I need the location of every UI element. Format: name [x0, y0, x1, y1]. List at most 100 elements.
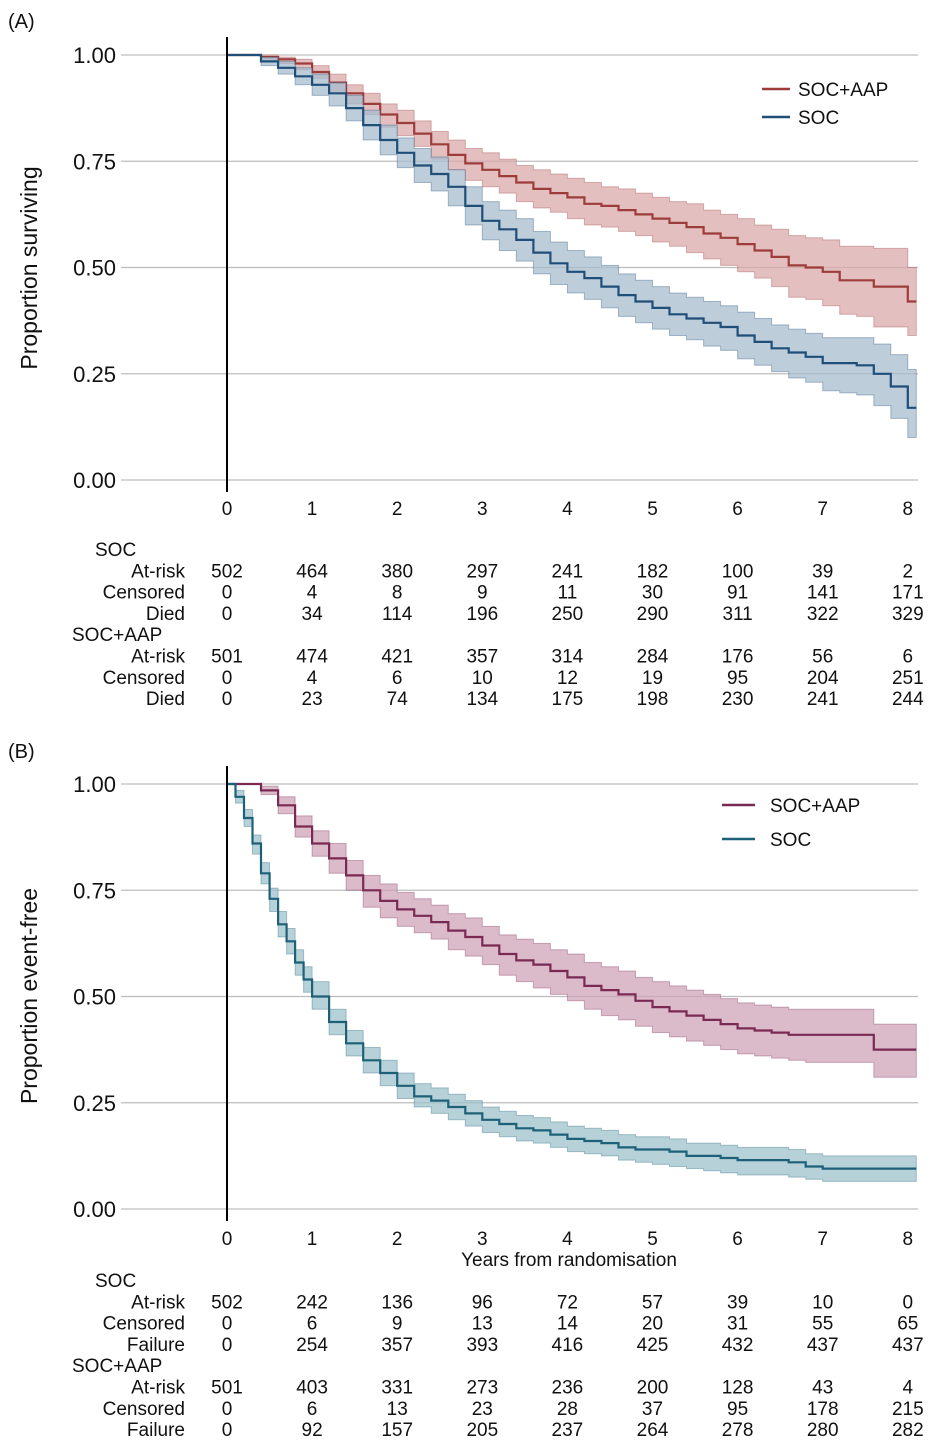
- risk-table-cell: 175: [552, 689, 584, 710]
- risk-table-row-label: At-risk: [131, 561, 185, 582]
- risk-table-cell: 100: [722, 561, 754, 582]
- y-tick-label: 0.00: [73, 1197, 116, 1222]
- y-tick-label: 0.25: [73, 1091, 116, 1116]
- risk-table-cell: 182: [637, 561, 669, 582]
- risk-table-cell: 437: [892, 1335, 924, 1356]
- risk-table-cell: 141: [807, 583, 839, 604]
- risk-table-cell: 502: [211, 561, 243, 582]
- risk-table-cell: 0: [222, 689, 233, 710]
- x-tick-label: 6: [732, 1229, 743, 1250]
- y-tick-label: 0.25: [73, 362, 116, 387]
- y-tick-label: 0.50: [73, 985, 116, 1010]
- risk-table-row-label: At-risk: [131, 1292, 185, 1313]
- risk-table-cell: 357: [466, 647, 498, 668]
- risk-table-cell: 403: [296, 1378, 328, 1399]
- risk-table-cell: 0: [222, 583, 233, 604]
- risk-table-cell: 501: [211, 647, 243, 668]
- risk-table-cell: 30: [642, 583, 663, 604]
- risk-table-cell: 280: [807, 1420, 839, 1441]
- risk-table-cell: 12: [557, 668, 578, 689]
- risk-table-cell: 13: [387, 1399, 408, 1420]
- km-curve-soc: [227, 53, 917, 409]
- risk-table-cell: 136: [381, 1292, 413, 1313]
- risk-table-group: SOC: [95, 1271, 136, 1292]
- risk-table-cell: 273: [466, 1378, 498, 1399]
- risk-table-cell: 425: [637, 1335, 669, 1356]
- risk-table-cell: 241: [552, 561, 584, 582]
- risk-table-cell: 290: [637, 604, 669, 625]
- risk-table-cell: 65: [897, 1314, 918, 1335]
- risk-table-cell: 264: [637, 1420, 669, 1441]
- risk-table-row-label: Censored: [103, 583, 185, 604]
- risk-table-cell: 23: [472, 1399, 493, 1420]
- panel-b: (B) 0.00 0.25 0.50 0.75 1.00 Proportion event-…: [8, 741, 924, 1441]
- risk-table-cell: 56: [812, 647, 833, 668]
- risk-table-cell: 178: [807, 1399, 839, 1420]
- risk-table-cell: 0: [903, 1292, 914, 1313]
- panel-label: (A): [8, 11, 35, 33]
- risk-table-cell: 282: [892, 1420, 924, 1441]
- x-tick-label: 7: [817, 1229, 828, 1250]
- risk-table-cell: 74: [387, 689, 409, 710]
- risk-table-cell: 9: [392, 1314, 403, 1335]
- risk-table-cell: 421: [381, 647, 413, 668]
- risk-table-cell: 437: [807, 1335, 839, 1356]
- risk-table-cell: 128: [722, 1378, 754, 1399]
- risk-table-cell: 393: [466, 1335, 498, 1356]
- risk-table-cell: 205: [466, 1420, 498, 1441]
- risk-table-cell: 204: [807, 668, 839, 689]
- risk-table-cell: 91: [727, 583, 748, 604]
- risk-table-group: SOC+AAP: [72, 625, 162, 646]
- risk-table-cell: 0: [222, 668, 233, 689]
- x-axis-label: Years from randomisation: [461, 1250, 677, 1271]
- x-tick-label: 0: [222, 499, 233, 520]
- risk-table-cell: 10: [812, 1292, 833, 1313]
- risk-table-cell: 4: [307, 668, 318, 689]
- risk-table-cell: 39: [727, 1292, 748, 1313]
- risk-table-cell: 176: [722, 647, 754, 668]
- risk-table-cell: 4: [903, 1378, 914, 1399]
- panel-label: (B): [8, 741, 35, 763]
- risk-table-cell: 322: [807, 604, 839, 625]
- risk-table-cell: 171: [892, 583, 924, 604]
- y-tick-label: 0.50: [73, 256, 116, 281]
- legend-label: SOC: [770, 830, 811, 851]
- x-tick-label: 5: [647, 499, 658, 520]
- risk-table-cell: 31: [727, 1314, 748, 1335]
- risk-table-cell: 314: [552, 647, 584, 668]
- y-axis-label: Proportion event-free: [16, 888, 42, 1104]
- risk-table-cell: 157: [381, 1420, 413, 1441]
- x-tick-label: 1: [307, 1229, 318, 1250]
- risk-table-cell: 11: [558, 583, 578, 604]
- risk-table-cell: 95: [727, 668, 748, 689]
- risk-table-cell: 0: [222, 1399, 233, 1420]
- risk-table-cell: 284: [637, 647, 669, 668]
- risk-table-cell: 19: [642, 668, 663, 689]
- risk-table-row-label: Died: [146, 604, 185, 625]
- y-tick-label: 0.75: [73, 149, 116, 174]
- risk-table-cell: 37: [642, 1399, 663, 1420]
- risk-table-cell: 432: [722, 1335, 754, 1356]
- risk-table-cell: 0: [222, 1335, 233, 1356]
- risk-table-cell: 416: [552, 1335, 584, 1356]
- risk-table-cell: 72: [557, 1292, 578, 1313]
- risk-table-cell: 8: [392, 583, 403, 604]
- legend-label: SOC+AAP: [770, 796, 860, 817]
- risk-table-cell: 0: [222, 1314, 233, 1335]
- x-tick-label: 7: [817, 499, 828, 520]
- risk-table-cell: 10: [472, 668, 493, 689]
- legend-label: SOC+AAP: [798, 80, 888, 101]
- risk-table-cell: 39: [812, 561, 833, 582]
- risk-table-cell: 464: [296, 561, 328, 582]
- risk-table-cell: 57: [642, 1292, 663, 1313]
- risk-table-cell: 196: [466, 604, 498, 625]
- x-tick-label: 8: [903, 499, 914, 520]
- risk-table-cell: 43: [812, 1378, 833, 1399]
- risk-table-cell: 134: [466, 689, 498, 710]
- risk-table-cell: 114: [382, 604, 413, 625]
- risk-table-group: SOC+AAP: [72, 1356, 162, 1377]
- x-tick-label: 3: [477, 499, 488, 520]
- risk-table-cell: 278: [722, 1420, 754, 1441]
- risk-table-group: SOC: [95, 540, 136, 561]
- risk-table-cell: 6: [307, 1399, 318, 1420]
